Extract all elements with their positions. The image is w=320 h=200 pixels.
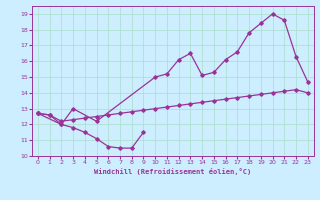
X-axis label: Windchill (Refroidissement éolien,°C): Windchill (Refroidissement éolien,°C) — [94, 168, 252, 175]
